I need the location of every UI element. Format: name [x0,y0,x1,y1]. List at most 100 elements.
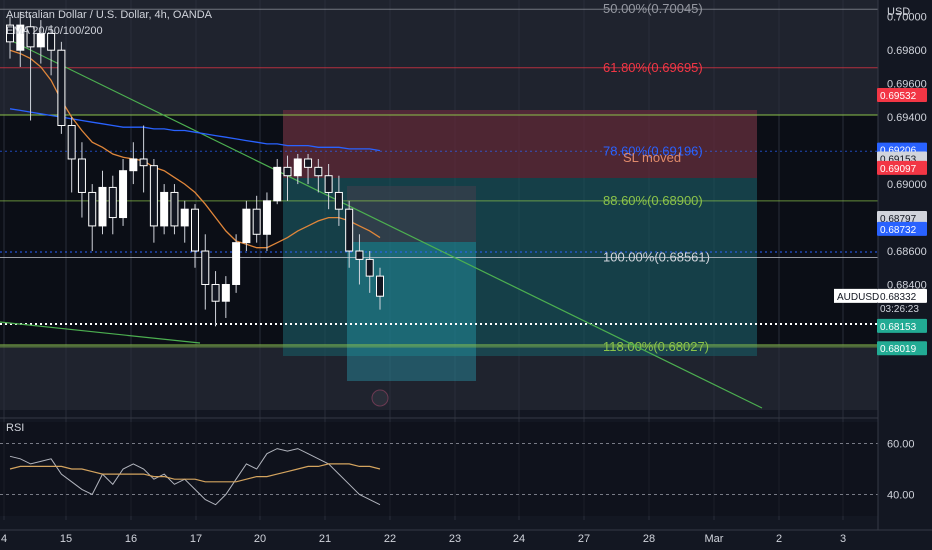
candle-body-34 [355,250,364,260]
fib-label-0: 50.00%(0.70045) [603,1,703,16]
x-tick-7: 23 [449,533,461,545]
rsi-tick-40: 40.00 [887,490,915,502]
candle-body-24 [252,208,261,235]
x-tick-8: 24 [513,533,525,545]
candle-body-14 [149,165,158,227]
candle-body-10 [108,186,117,219]
candle-body-4 [47,32,56,51]
candle-body-1 [16,24,25,51]
candle-body-27 [283,166,292,177]
fib-label-5: 118.00%(0.68027) [603,339,709,354]
x-tick-1: 15 [60,533,72,545]
price-tag-6: 0.68332 [880,292,917,303]
price-tag-1: 0.69206 [880,146,917,157]
rsi-line [9,448,381,506]
candle-body-21 [221,283,230,302]
candle-body-22 [232,242,241,285]
candle-body-28 [293,158,302,177]
candle-body-26 [273,166,282,202]
candle-body-35 [365,258,374,277]
symbol-tag-bg [834,288,877,303]
countdown-label: 03:26:23 [880,304,919,315]
ema-fast-line [9,49,381,249]
price-tag-bg-7 [877,318,927,333]
sl-moved-label: SL moved [623,150,681,165]
x-tick-5: 21 [319,533,331,545]
trendline-low [0,321,201,344]
x-tick-4: 20 [254,533,266,545]
x-tick-2: 16 [125,533,137,545]
x-tick-11: Mar [705,533,724,545]
fib-label-2: 78.60%(0.69196) [603,143,703,158]
price-tag-bg-4 [877,211,927,226]
candle-body-33 [345,208,354,252]
y-tick-1: 0.69800 [887,45,927,57]
currency-label: USD [887,6,910,18]
upper-shade [0,0,878,115]
candle-body-17 [180,208,189,227]
x-tick-12: 2 [776,533,782,545]
candle-body-32 [334,191,343,210]
candle-body-30 [314,166,323,177]
price-tag-2: 0.69153 [880,154,917,165]
price-tag-3: 0.69097 [880,164,917,175]
rsi-pane-label: RSI [6,422,25,434]
fib-label-3: 88.60%(0.68900) [603,193,703,208]
y-tick-0: 0.70000 [887,12,927,24]
price-tag-bg-6 [877,288,927,303]
price-tag-bg-5 [877,221,927,236]
fib-label-1: 61.80%(0.69695) [603,60,703,75]
stop-zone-2 [347,186,476,242]
price-tag-4: 0.68797 [880,214,917,225]
lightning-icon [371,389,389,407]
price-tag-7: 0.68153 [880,322,917,333]
rsi-tick-60: 60.00 [887,439,915,451]
candle-body-6 [67,125,76,160]
y-tick-5: 0.69000 [887,179,927,191]
candle-body-18 [191,208,199,252]
candle-body-0 [6,24,14,43]
price-tag-0: 0.69532 [880,91,917,102]
x-tick-13: 3 [840,533,846,545]
price-tag-bg-3 [877,160,927,175]
y-tick-2: 0.69600 [887,79,927,91]
candle-body-20 [211,283,220,302]
price-tag-bg-8 [877,341,927,356]
x-tick-9: 27 [578,533,590,545]
candle-body-9 [98,186,107,227]
candle-body-15 [160,191,169,227]
candle-body-31 [324,175,333,193]
candle-body-12 [129,158,138,172]
x-tick-0: 4 [1,533,7,545]
candle-body-19 [201,250,210,285]
fib-label-4: 100.00%(0.68561) [603,250,710,265]
candle-body-7 [77,158,86,193]
x-tick-10: 28 [643,533,655,545]
candle-body-2 [26,26,35,48]
stop-loss-zone [283,110,757,178]
candle-body-36 [376,275,384,297]
rsi-background [0,422,878,516]
trendline-down [9,39,763,409]
y-tick-7: 0.68600 [887,246,927,258]
candle-body-3 [36,32,45,48]
symbol-tag: AUDUSD [837,292,879,303]
price-tag-5: 0.68732 [880,225,917,236]
price-tag-8: 0.68019 [880,344,917,355]
candle-body-5 [57,49,66,127]
rsi-ma-line [9,463,381,483]
candle-body-16 [170,191,179,227]
indicator-legend[interactable]: EMA 20/50/100/200 [6,25,103,37]
price-tag-bg-0 [877,88,927,103]
candle-body-23 [242,208,251,244]
candle-body-29 [304,158,313,168]
y-tick-8: 0.68400 [887,279,927,291]
candle-body-11 [119,170,128,219]
candle-body-8 [88,191,97,227]
candle-body-13 [139,158,148,167]
candle-body-25 [262,200,271,235]
chart-title: Australian Dollar / U.S. Dollar, 4h, OAN… [6,9,213,21]
x-tick-3: 17 [190,533,202,545]
x-tick-6: 22 [384,533,396,545]
